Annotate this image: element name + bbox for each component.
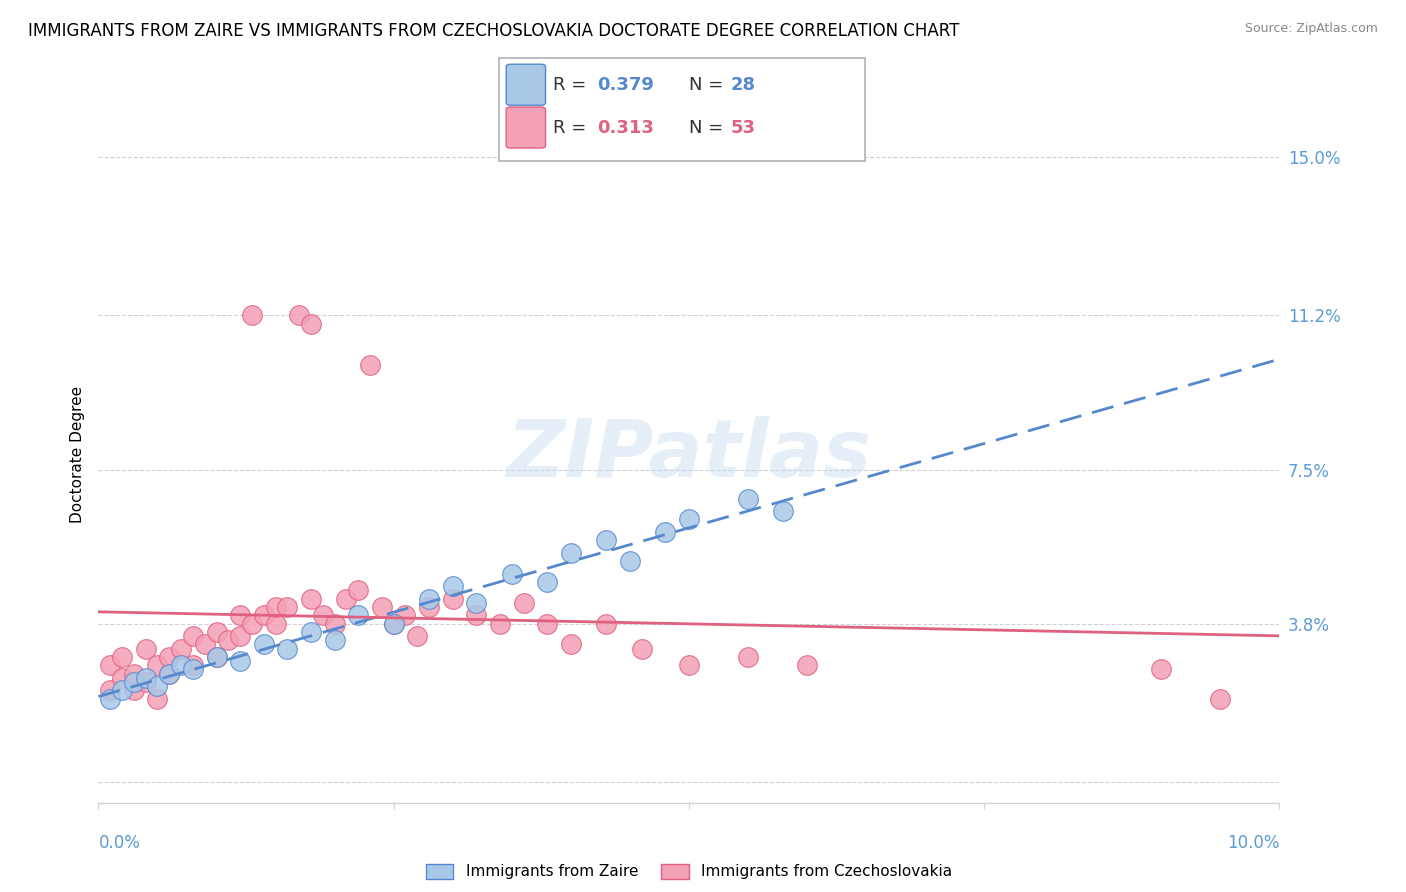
Point: [312, 608, 335, 623]
Point: [359, 359, 381, 373]
Point: [205, 625, 228, 640]
Point: [264, 599, 287, 614]
Point: [111, 650, 134, 665]
Point: [146, 658, 169, 673]
Point: [1209, 691, 1232, 706]
Point: [796, 658, 818, 673]
Point: [536, 616, 558, 631]
Point: [595, 616, 617, 631]
Point: [299, 591, 322, 606]
Point: [536, 574, 558, 589]
Point: [406, 629, 429, 643]
Text: N =: N =: [689, 76, 728, 94]
Point: [630, 641, 652, 656]
Point: [441, 591, 464, 606]
Point: [501, 566, 523, 581]
Point: [98, 658, 121, 673]
Point: [229, 608, 252, 623]
Text: Source: ZipAtlas.com: Source: ZipAtlas.com: [1244, 22, 1378, 36]
Point: [276, 599, 298, 614]
Point: [335, 591, 357, 606]
Point: [371, 599, 394, 614]
Point: [560, 638, 582, 652]
Point: [181, 629, 204, 643]
Point: [122, 683, 145, 698]
Point: [253, 638, 276, 652]
Text: 0.379: 0.379: [598, 76, 654, 94]
Point: [512, 596, 534, 610]
Point: [347, 608, 370, 623]
Point: [217, 633, 239, 648]
Point: [1150, 663, 1173, 677]
Point: [299, 317, 322, 331]
Point: [170, 641, 193, 656]
Point: [299, 625, 322, 640]
Point: [229, 629, 252, 643]
Point: [737, 650, 759, 665]
Point: [111, 683, 134, 698]
Point: [205, 650, 228, 665]
Point: [619, 554, 641, 568]
Point: [595, 533, 617, 548]
Point: [347, 583, 370, 598]
Point: [181, 658, 204, 673]
Point: [678, 512, 700, 526]
Text: 53: 53: [731, 119, 756, 136]
Text: R =: R =: [553, 119, 592, 136]
Text: R =: R =: [553, 76, 592, 94]
Point: [146, 679, 169, 693]
Point: [157, 650, 180, 665]
Point: [737, 491, 759, 506]
Point: [98, 683, 121, 698]
Point: [157, 666, 180, 681]
Point: [382, 616, 405, 631]
Point: [276, 641, 298, 656]
Point: [678, 658, 700, 673]
Point: [229, 654, 252, 668]
Point: [135, 641, 157, 656]
Point: [441, 579, 464, 593]
Point: [264, 616, 287, 631]
Point: [394, 608, 416, 623]
Point: [288, 309, 311, 323]
Point: [98, 691, 121, 706]
Point: [489, 616, 512, 631]
Point: [111, 671, 134, 685]
Point: [122, 666, 145, 681]
Point: [772, 504, 794, 518]
Point: [418, 591, 440, 606]
Point: [560, 546, 582, 560]
Text: ZIPatlas: ZIPatlas: [506, 416, 872, 494]
Point: [465, 608, 488, 623]
Point: [157, 666, 180, 681]
Point: [240, 309, 263, 323]
Text: 10.0%: 10.0%: [1227, 834, 1279, 852]
Legend: Immigrants from Zaire, Immigrants from Czechoslovakia: Immigrants from Zaire, Immigrants from C…: [420, 857, 957, 886]
Text: 28: 28: [731, 76, 756, 94]
Point: [382, 616, 405, 631]
Text: N =: N =: [689, 119, 728, 136]
Point: [240, 616, 263, 631]
Text: 0.313: 0.313: [598, 119, 654, 136]
Point: [135, 671, 157, 685]
Point: [170, 658, 193, 673]
Point: [194, 638, 217, 652]
Point: [205, 650, 228, 665]
Point: [135, 675, 157, 690]
Point: [323, 633, 346, 648]
Point: [181, 663, 204, 677]
Point: [418, 599, 440, 614]
Point: [146, 691, 169, 706]
Point: [654, 524, 676, 539]
Point: [122, 675, 145, 690]
Y-axis label: Doctorate Degree: Doctorate Degree: [69, 386, 84, 524]
Point: [323, 616, 346, 631]
Point: [253, 608, 276, 623]
Point: [465, 596, 488, 610]
Text: IMMIGRANTS FROM ZAIRE VS IMMIGRANTS FROM CZECHOSLOVAKIA DOCTORATE DEGREE CORRELA: IMMIGRANTS FROM ZAIRE VS IMMIGRANTS FROM…: [28, 22, 959, 40]
Text: 0.0%: 0.0%: [98, 834, 141, 852]
